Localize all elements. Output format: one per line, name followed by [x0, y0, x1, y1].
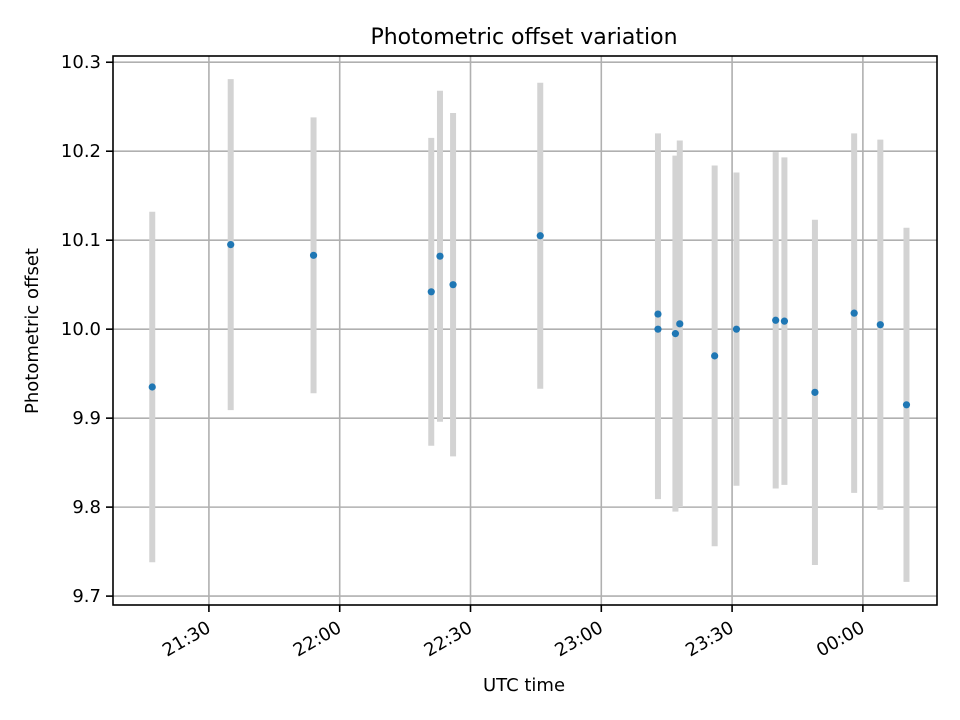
data-point: [772, 316, 780, 324]
data-point: [436, 252, 444, 260]
data-points: [148, 232, 911, 409]
data-point: [711, 352, 719, 360]
y-tick-label: 9.8: [72, 497, 101, 518]
data-point: [780, 317, 789, 325]
y-tick-label: 10.3: [61, 52, 101, 73]
data-point: [654, 325, 662, 333]
data-point: [536, 232, 544, 240]
data-point: [227, 241, 235, 249]
data-point: [427, 288, 435, 296]
data-point: [309, 251, 318, 259]
y-tick-label: 9.9: [72, 408, 101, 429]
x-axis-label: UTC time: [483, 675, 565, 696]
data-point: [850, 309, 858, 317]
data-point: [902, 401, 911, 409]
chart-title: Photometric offset variation: [370, 25, 677, 50]
plot-frame: [112, 55, 938, 606]
data-point: [811, 388, 819, 396]
y-tick-label: 10.0: [61, 319, 101, 340]
y-tick-label: 10.1: [61, 230, 101, 251]
grid: [113, 56, 937, 605]
y-axis-label: Photometric offset: [22, 248, 43, 414]
y-tick-label: 10.2: [61, 141, 101, 162]
data-point: [654, 310, 662, 318]
data-point: [148, 383, 156, 391]
data-point: [732, 325, 741, 333]
data-point: [449, 281, 457, 289]
data-point: [671, 330, 680, 338]
y-tick-label: 9.7: [72, 586, 101, 607]
data-point: [876, 321, 884, 329]
data-point: [676, 320, 684, 328]
